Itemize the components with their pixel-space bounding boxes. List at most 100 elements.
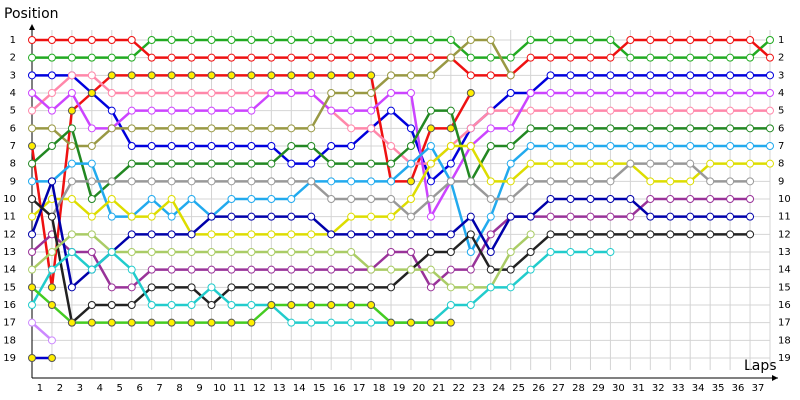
lap-marker [726,89,735,97]
lap-marker [347,283,356,292]
lap-marker [247,301,256,309]
lap-marker [267,195,276,203]
lap-marker [606,230,615,239]
lap-marker [87,195,96,203]
lap-marker [406,36,415,44]
lap-marker [686,195,695,203]
lap-marker [287,230,296,239]
lap-marker [187,248,196,256]
lap-marker [207,212,216,221]
lap-marker [47,71,56,80]
lap-marker [67,71,76,80]
lap-marker [406,53,415,62]
lap-marker [167,318,176,327]
lap-marker [28,318,36,327]
lap-marker [387,106,396,115]
lap-marker [466,177,475,186]
lap-marker [546,124,555,133]
lap-marker [686,36,695,44]
lap-marker [426,230,435,239]
x-tick-label: 5 [117,383,123,394]
lap-marker [87,53,96,62]
lap-marker [466,212,475,221]
lap-marker [526,36,535,44]
lap-marker [107,195,116,203]
lap-marker [167,230,176,239]
lap-marker [307,265,316,274]
lap-marker [227,212,236,221]
lap-marker [367,124,376,133]
lap-marker [247,89,256,97]
x-tick-label: 36 [732,383,745,394]
lap-marker [327,177,336,186]
lap-marker [307,283,316,292]
lap-marker [107,283,116,292]
y-tick-label: 15 [778,282,791,293]
lap-marker [706,71,715,80]
lap-marker [506,53,515,62]
lap-marker [426,177,435,186]
lap-marker [227,71,236,80]
x-tick-label: 15 [313,383,326,394]
lap-marker [227,142,236,150]
y-tick-label: 18 [3,335,16,346]
lap-marker [506,283,515,292]
lap-marker [387,142,396,150]
lap-marker [666,71,675,80]
lap-marker [546,248,555,256]
lap-marker [227,301,236,309]
lap-marker [387,212,396,221]
lap-marker [426,195,435,203]
lap-marker [28,283,36,292]
lap-marker [227,318,236,327]
lap-marker [347,212,356,221]
lap-marker [526,89,535,97]
lap-marker [606,89,615,97]
lap-marker [327,71,336,80]
lap-marker [526,159,535,168]
lap-marker [47,336,56,345]
lap-marker [28,124,36,133]
x-tick-label: 27 [552,383,565,394]
lap-marker [606,159,615,168]
lap-marker [446,124,455,133]
lap-marker [347,53,356,62]
lap-marker [347,159,356,168]
y-tick-label: 14 [3,265,16,276]
lap-marker [566,36,575,44]
lap-marker [686,89,695,97]
lap-marker [426,159,435,168]
lap-marker [267,230,276,239]
lap-marker [87,89,96,97]
lap-marker [167,142,176,150]
lap-marker [247,283,256,292]
lap-marker [626,124,635,133]
lap-marker [207,318,216,327]
lap-marker [526,124,535,133]
lap-marker [147,318,156,327]
lap-marker [686,106,695,115]
lap-marker [526,177,535,186]
lap-marker [626,142,635,150]
lap-marker [227,159,236,168]
lap-marker [107,36,116,44]
x-tick-label: 19 [393,383,406,394]
lap-marker [586,71,595,80]
lap-marker [626,53,635,62]
lap-marker [327,248,336,256]
lap-marker [506,248,515,256]
lap-marker [307,159,316,168]
lap-marker [267,177,276,186]
lap-marker [706,195,715,203]
lap-marker [706,106,715,115]
lap-marker [187,89,196,97]
lap-marker [107,89,116,97]
lap-marker [167,301,176,309]
lap-marker [127,159,136,168]
lap-marker [387,265,396,274]
lap-marker [546,71,555,80]
lap-marker [127,230,136,239]
y-tick-label: 7 [10,141,16,152]
lap-marker [327,301,336,309]
